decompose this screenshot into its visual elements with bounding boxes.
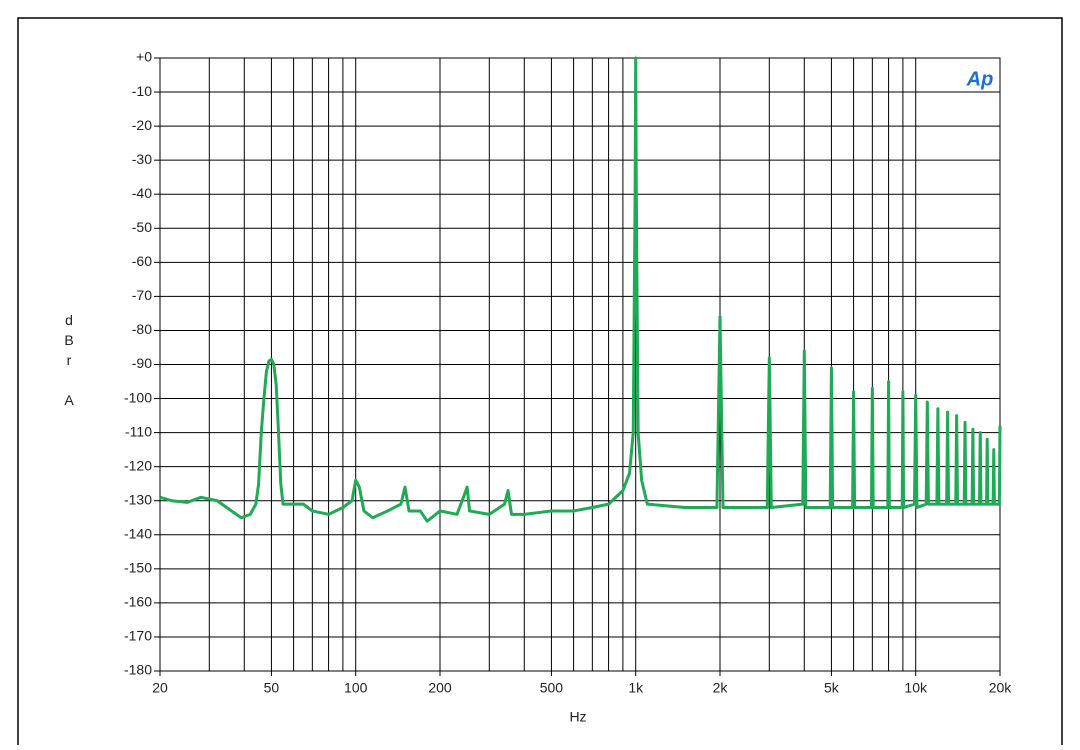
- grid: [154, 57, 1001, 676]
- y-tick-label: -140: [124, 525, 152, 541]
- y-tick-label: -80: [132, 321, 152, 337]
- y-tick-label: -100: [124, 389, 152, 405]
- x-tick-label: 50: [264, 680, 280, 696]
- y-axis-label: dBr A: [61, 312, 77, 412]
- x-tick-label: 5k: [824, 680, 840, 696]
- y-tick-label: -120: [124, 457, 152, 473]
- x-tick-label: 100: [344, 680, 368, 696]
- spectrum-line: [159, 56, 1002, 523]
- y-tick-label: -170: [124, 628, 152, 644]
- y-tick-label: -10: [132, 83, 152, 99]
- x-tick-label: 2k: [713, 680, 729, 696]
- y-tick-label: -30: [132, 151, 152, 167]
- plot: [159, 56, 1002, 523]
- x-axis-label: Hz: [569, 709, 586, 725]
- x-tick-label: 10k: [904, 680, 928, 696]
- y-tick-label: -50: [132, 219, 152, 235]
- y-tick-label: -90: [132, 355, 152, 371]
- logo: Ap: [966, 68, 994, 90]
- y-tick-label: -180: [124, 662, 152, 678]
- y-tick-label: -160: [124, 594, 152, 610]
- y-tick-label: -70: [132, 287, 152, 303]
- y-tick-label: -40: [132, 185, 152, 201]
- x-tick-label: 200: [428, 680, 452, 696]
- y-tick-label: -110: [125, 423, 152, 439]
- y-tick-label: -150: [124, 560, 152, 576]
- x-tick-label: 500: [540, 680, 564, 696]
- y-tick-label: -130: [124, 491, 152, 507]
- y-tick-label: -60: [132, 253, 152, 269]
- x-tick-label: 20: [152, 680, 168, 696]
- x-tick-label: 20k: [989, 680, 1013, 696]
- y-tick-label: +0: [136, 49, 152, 65]
- frame: [17, 17, 1063, 745]
- x-tick-label: 1k: [628, 680, 644, 696]
- y-tick-label: -20: [132, 117, 152, 133]
